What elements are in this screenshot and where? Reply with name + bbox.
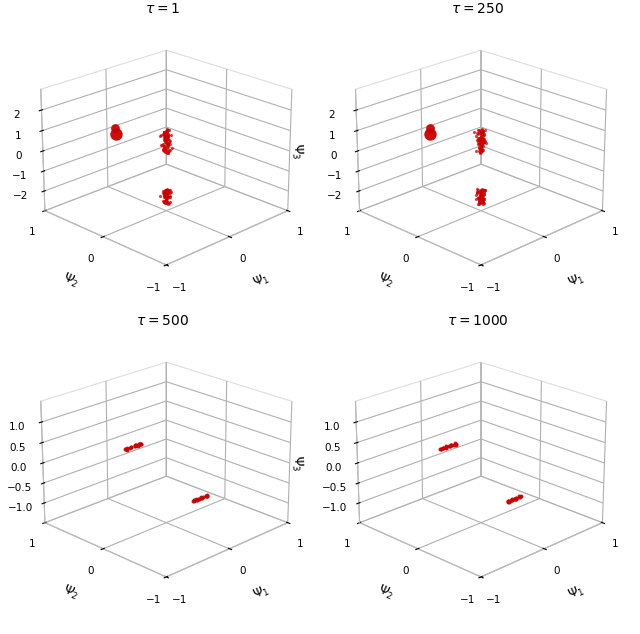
Y-axis label: $\Psi_2$: $\Psi_2$ (375, 270, 396, 290)
Title: $\tau =500$: $\tau =500$ (136, 314, 189, 328)
X-axis label: $\Psi_1$: $\Psi_1$ (251, 582, 272, 602)
Y-axis label: $\Psi_2$: $\Psi_2$ (375, 582, 396, 602)
Title: $\tau =1$: $\tau =1$ (145, 3, 180, 16)
Y-axis label: $\Psi_2$: $\Psi_2$ (60, 270, 82, 290)
Title: $\tau =250$: $\tau =250$ (451, 3, 504, 16)
Title: $\tau =1000$: $\tau =1000$ (447, 314, 508, 328)
Y-axis label: $\Psi_2$: $\Psi_2$ (60, 582, 82, 602)
X-axis label: $\Psi_1$: $\Psi_1$ (566, 582, 587, 602)
X-axis label: $\Psi_1$: $\Psi_1$ (566, 270, 587, 290)
X-axis label: $\Psi_1$: $\Psi_1$ (251, 270, 272, 290)
